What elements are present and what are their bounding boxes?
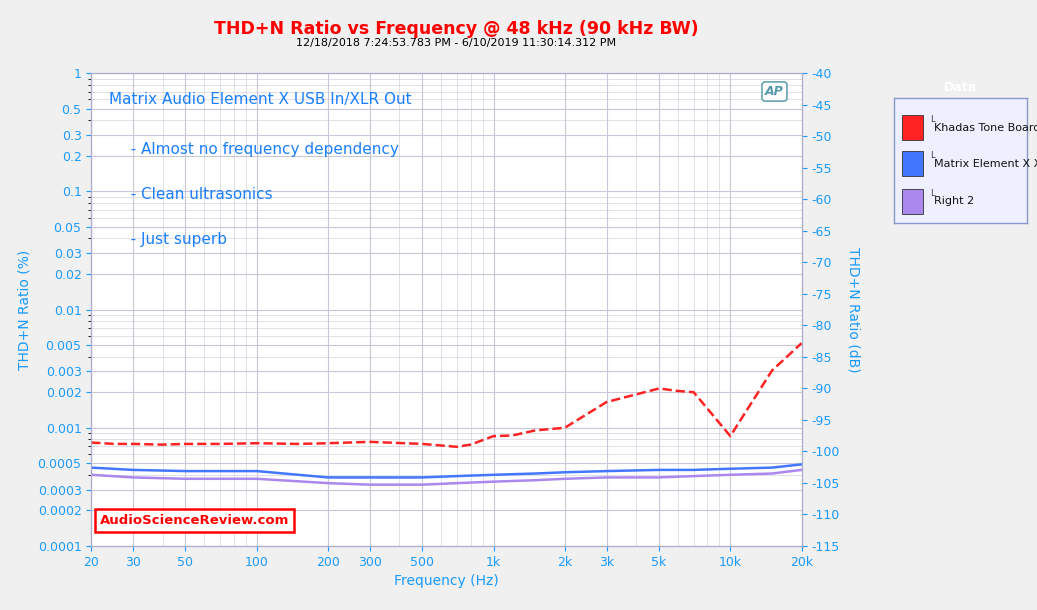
Text: AP: AP xyxy=(765,85,784,98)
Text: L: L xyxy=(930,115,934,124)
Text: L: L xyxy=(930,151,934,160)
Text: Data: Data xyxy=(944,81,977,94)
Y-axis label: THD+N Ratio (%): THD+N Ratio (%) xyxy=(18,249,32,370)
Text: Right 2: Right 2 xyxy=(933,196,974,206)
Text: 12/18/2018 7:24:53.783 PM - 6/10/2019 11:30:14.312 PM: 12/18/2018 7:24:53.783 PM - 6/10/2019 11… xyxy=(297,38,616,48)
Text: - Almost no frequency dependency: - Almost no frequency dependency xyxy=(116,142,399,157)
Text: Matrix Audio Element X USB In/XLR Out: Matrix Audio Element X USB In/XLR Out xyxy=(109,92,412,107)
X-axis label: Frequency (Hz): Frequency (Hz) xyxy=(394,574,499,588)
Bar xyxy=(902,189,923,214)
Bar xyxy=(902,151,923,176)
Text: - Just superb: - Just superb xyxy=(116,232,227,246)
Text: L: L xyxy=(930,189,934,198)
Text: AudioScienceReview.com: AudioScienceReview.com xyxy=(100,514,289,527)
Text: THD+N Ratio vs Frequency @ 48 kHz (90 kHz BW): THD+N Ratio vs Frequency @ 48 kHz (90 kH… xyxy=(214,20,699,38)
Text: Khadas Tone Board: Khadas Tone Board xyxy=(933,123,1037,132)
Bar xyxy=(902,115,923,140)
Text: - Clean ultrasonics: - Clean ultrasonics xyxy=(116,187,273,202)
Text: Matrix Element X XLR  2: Matrix Element X XLR 2 xyxy=(933,159,1037,169)
Y-axis label: THD+N Ratio (dB): THD+N Ratio (dB) xyxy=(846,247,861,372)
